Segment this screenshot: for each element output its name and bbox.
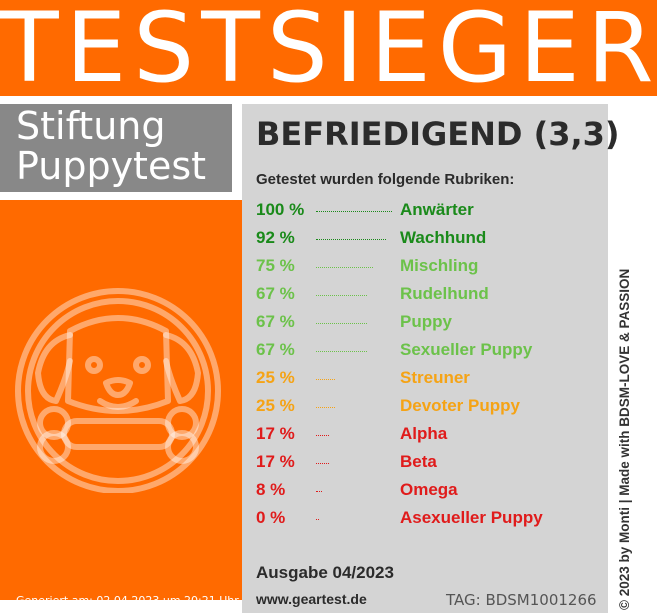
category-percent: 67 %	[256, 312, 295, 331]
category-row: 17 % Beta	[256, 451, 596, 473]
header-banner: TESTSIEGER	[0, 0, 657, 96]
category-label: Anwärter	[400, 200, 474, 219]
issue-label: Ausgabe 04/2023	[256, 563, 394, 582]
rating-title: BEFRIEDIGEND (3,3)	[256, 115, 620, 153]
category-label: Mischling	[400, 256, 479, 275]
category-percent: 0 %	[256, 508, 286, 527]
category-label: Streuner	[400, 368, 470, 387]
category-score-dots	[316, 351, 367, 352]
category-score-dots	[316, 295, 367, 296]
category-percent: 67 %	[256, 284, 295, 303]
category-row: 75 % Mischling	[256, 255, 596, 277]
generated-timestamp: Generiert am: 02.04.2023 um 20:21 Uhr	[16, 594, 239, 607]
category-label: Alpha	[400, 424, 448, 443]
category-score-dots	[316, 491, 322, 492]
categories-subtitle: Getestet wurden folgende Rubriken:	[256, 171, 515, 188]
tag-label: TAG: BDSM1001266	[446, 591, 597, 609]
category-score-dots	[316, 435, 329, 436]
category-percent: 100 %	[256, 200, 305, 219]
category-row: 17 % Alpha	[256, 423, 596, 445]
result-panel: BEFRIEDIGEND (3,3) Getestet wurden folge…	[242, 104, 620, 613]
category-percent: 25 %	[256, 368, 295, 387]
category-percent: 17 %	[256, 452, 295, 471]
category-row: 100 % Anwärter	[256, 199, 596, 221]
header-title: TESTSIEGER	[0, 0, 657, 104]
category-score-dots	[316, 323, 367, 324]
category-row: 25 % Streuner	[256, 367, 596, 389]
category-label: Omega	[400, 480, 458, 499]
category-score-dots	[316, 519, 319, 520]
category-percent: 25 %	[256, 396, 295, 415]
copyright-note: © 2023 by Monti | Made with BDSM-LOVE & …	[617, 268, 632, 610]
left-panel: Stiftung Puppytest Generiert am: 02.04.2…	[0, 96, 242, 613]
category-row: 92 % Wachhund	[256, 227, 596, 249]
category-score-dots	[316, 239, 386, 240]
category-label: Wachhund	[400, 228, 487, 247]
category-percent: 8 %	[256, 480, 286, 499]
category-label: Asexueller Puppy	[400, 508, 543, 527]
category-row: 25 % Devoter Puppy	[256, 395, 596, 417]
category-score-dots	[316, 267, 373, 268]
category-score-dots	[316, 407, 335, 408]
category-label: Rudelhund	[400, 284, 489, 303]
category-label: Beta	[400, 452, 437, 471]
dog-face-with-bone-icon	[15, 288, 221, 493]
category-label: Devoter Puppy	[400, 396, 520, 415]
category-label: Puppy	[400, 312, 452, 331]
brand-name-line-2: Puppytest	[16, 144, 207, 188]
category-percent: 67 %	[256, 340, 295, 359]
category-percent: 17 %	[256, 424, 295, 443]
category-score-dots	[316, 379, 335, 380]
brand-name-line-1: Stiftung	[16, 104, 166, 148]
category-percent: 75 %	[256, 256, 295, 275]
category-score-dots	[316, 463, 329, 464]
category-percent: 92 %	[256, 228, 295, 247]
category-score-dots	[316, 211, 392, 212]
category-label: Sexueller Puppy	[400, 340, 533, 359]
category-row: 67 % Puppy	[256, 311, 596, 333]
left-orange-block	[0, 200, 242, 600]
category-row: 67 % Sexueller Puppy	[256, 339, 596, 361]
category-row: 67 % Rudelhund	[256, 283, 596, 305]
brand-box: Stiftung Puppytest	[0, 104, 232, 192]
website-link[interactable]: www.geartest.de	[256, 591, 367, 607]
category-row: 8 % Omega	[256, 479, 596, 501]
category-row: 0 % Asexueller Puppy	[256, 507, 596, 529]
